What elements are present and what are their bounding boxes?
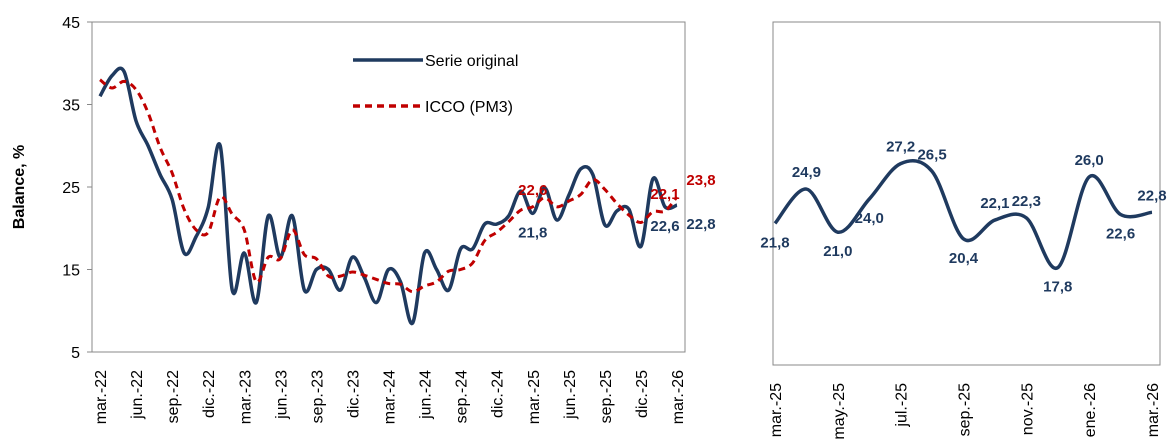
y-tick-label: 15 <box>62 263 80 280</box>
x-tick-label: mar.-26 <box>670 370 687 424</box>
data-label: 21,0 <box>823 243 852 260</box>
data-label: 22,6 <box>650 218 679 235</box>
data-label: 21,8 <box>760 234 789 251</box>
x-tick-label: jun.-22 <box>129 370 146 420</box>
data-label: 22,6 <box>518 182 547 199</box>
data-label: 22,3 <box>1012 193 1041 210</box>
x-tick-label: jun.-25 <box>562 370 579 420</box>
data-label: 27,2 <box>886 139 915 156</box>
x-tick-label: sep.-23 <box>309 370 326 423</box>
data-label: 21,8 <box>518 224 547 241</box>
x-tick-label: mar.-22 <box>93 370 110 424</box>
x-tick-label: mar.-25 <box>768 383 785 437</box>
data-label: 17,8 <box>1043 279 1072 296</box>
x-tick-label: dic.-22 <box>201 370 218 418</box>
data-label: 26,5 <box>917 146 946 163</box>
y-tick-label: 45 <box>62 15 80 32</box>
y-tick-label: 5 <box>71 345 80 362</box>
series-line <box>98 66 678 325</box>
x-tick-label: ene.-26 <box>1082 383 1099 437</box>
data-label: 26,0 <box>1075 152 1104 169</box>
legend-label: ICCO (PM3) <box>425 99 513 116</box>
x-tick-label: dic.-25 <box>634 370 651 418</box>
series-line <box>99 78 679 294</box>
plot-frame <box>772 21 1161 366</box>
x-tick-label: sep.-25 <box>598 370 615 423</box>
legend-label: Serie original <box>425 53 518 70</box>
x-tick-label: mar.-23 <box>237 370 254 424</box>
data-label: 22,1 <box>650 186 679 203</box>
x-tick-label: sep.-25 <box>957 383 974 436</box>
data-label: 22,8 <box>686 216 715 233</box>
x-tick-label: jun.-24 <box>418 370 435 420</box>
x-tick-label: mar.-24 <box>382 370 399 424</box>
y-tick-label: 35 <box>62 98 80 115</box>
x-tick-label: dic.-23 <box>345 370 362 418</box>
x-tick-label: mar.-25 <box>526 370 543 424</box>
x-tick-label: jun.-23 <box>273 370 290 420</box>
data-label: 20,4 <box>949 250 979 267</box>
x-tick-label: sep.-24 <box>454 370 471 423</box>
y-tick-label: 25 <box>62 180 80 197</box>
x-tick-label: jul.-25 <box>894 383 911 428</box>
x-tick-label: may.-25 <box>831 383 848 440</box>
x-tick-label: nov.-25 <box>1019 383 1036 435</box>
data-label: 22,8 <box>1137 187 1166 204</box>
x-tick-label: sep.-22 <box>165 370 182 423</box>
data-label: 23,8 <box>686 172 715 189</box>
x-tick-label: dic.-24 <box>490 370 507 418</box>
data-label: 22,1 <box>980 195 1009 212</box>
x-tick-label: mar.-26 <box>1145 383 1162 437</box>
data-label: 24,9 <box>792 164 821 181</box>
series-line <box>773 159 1153 270</box>
y-axis-title: Balance, % <box>11 145 28 229</box>
data-label: 24,0 <box>855 210 884 227</box>
data-label: 22,6 <box>1106 226 1135 243</box>
